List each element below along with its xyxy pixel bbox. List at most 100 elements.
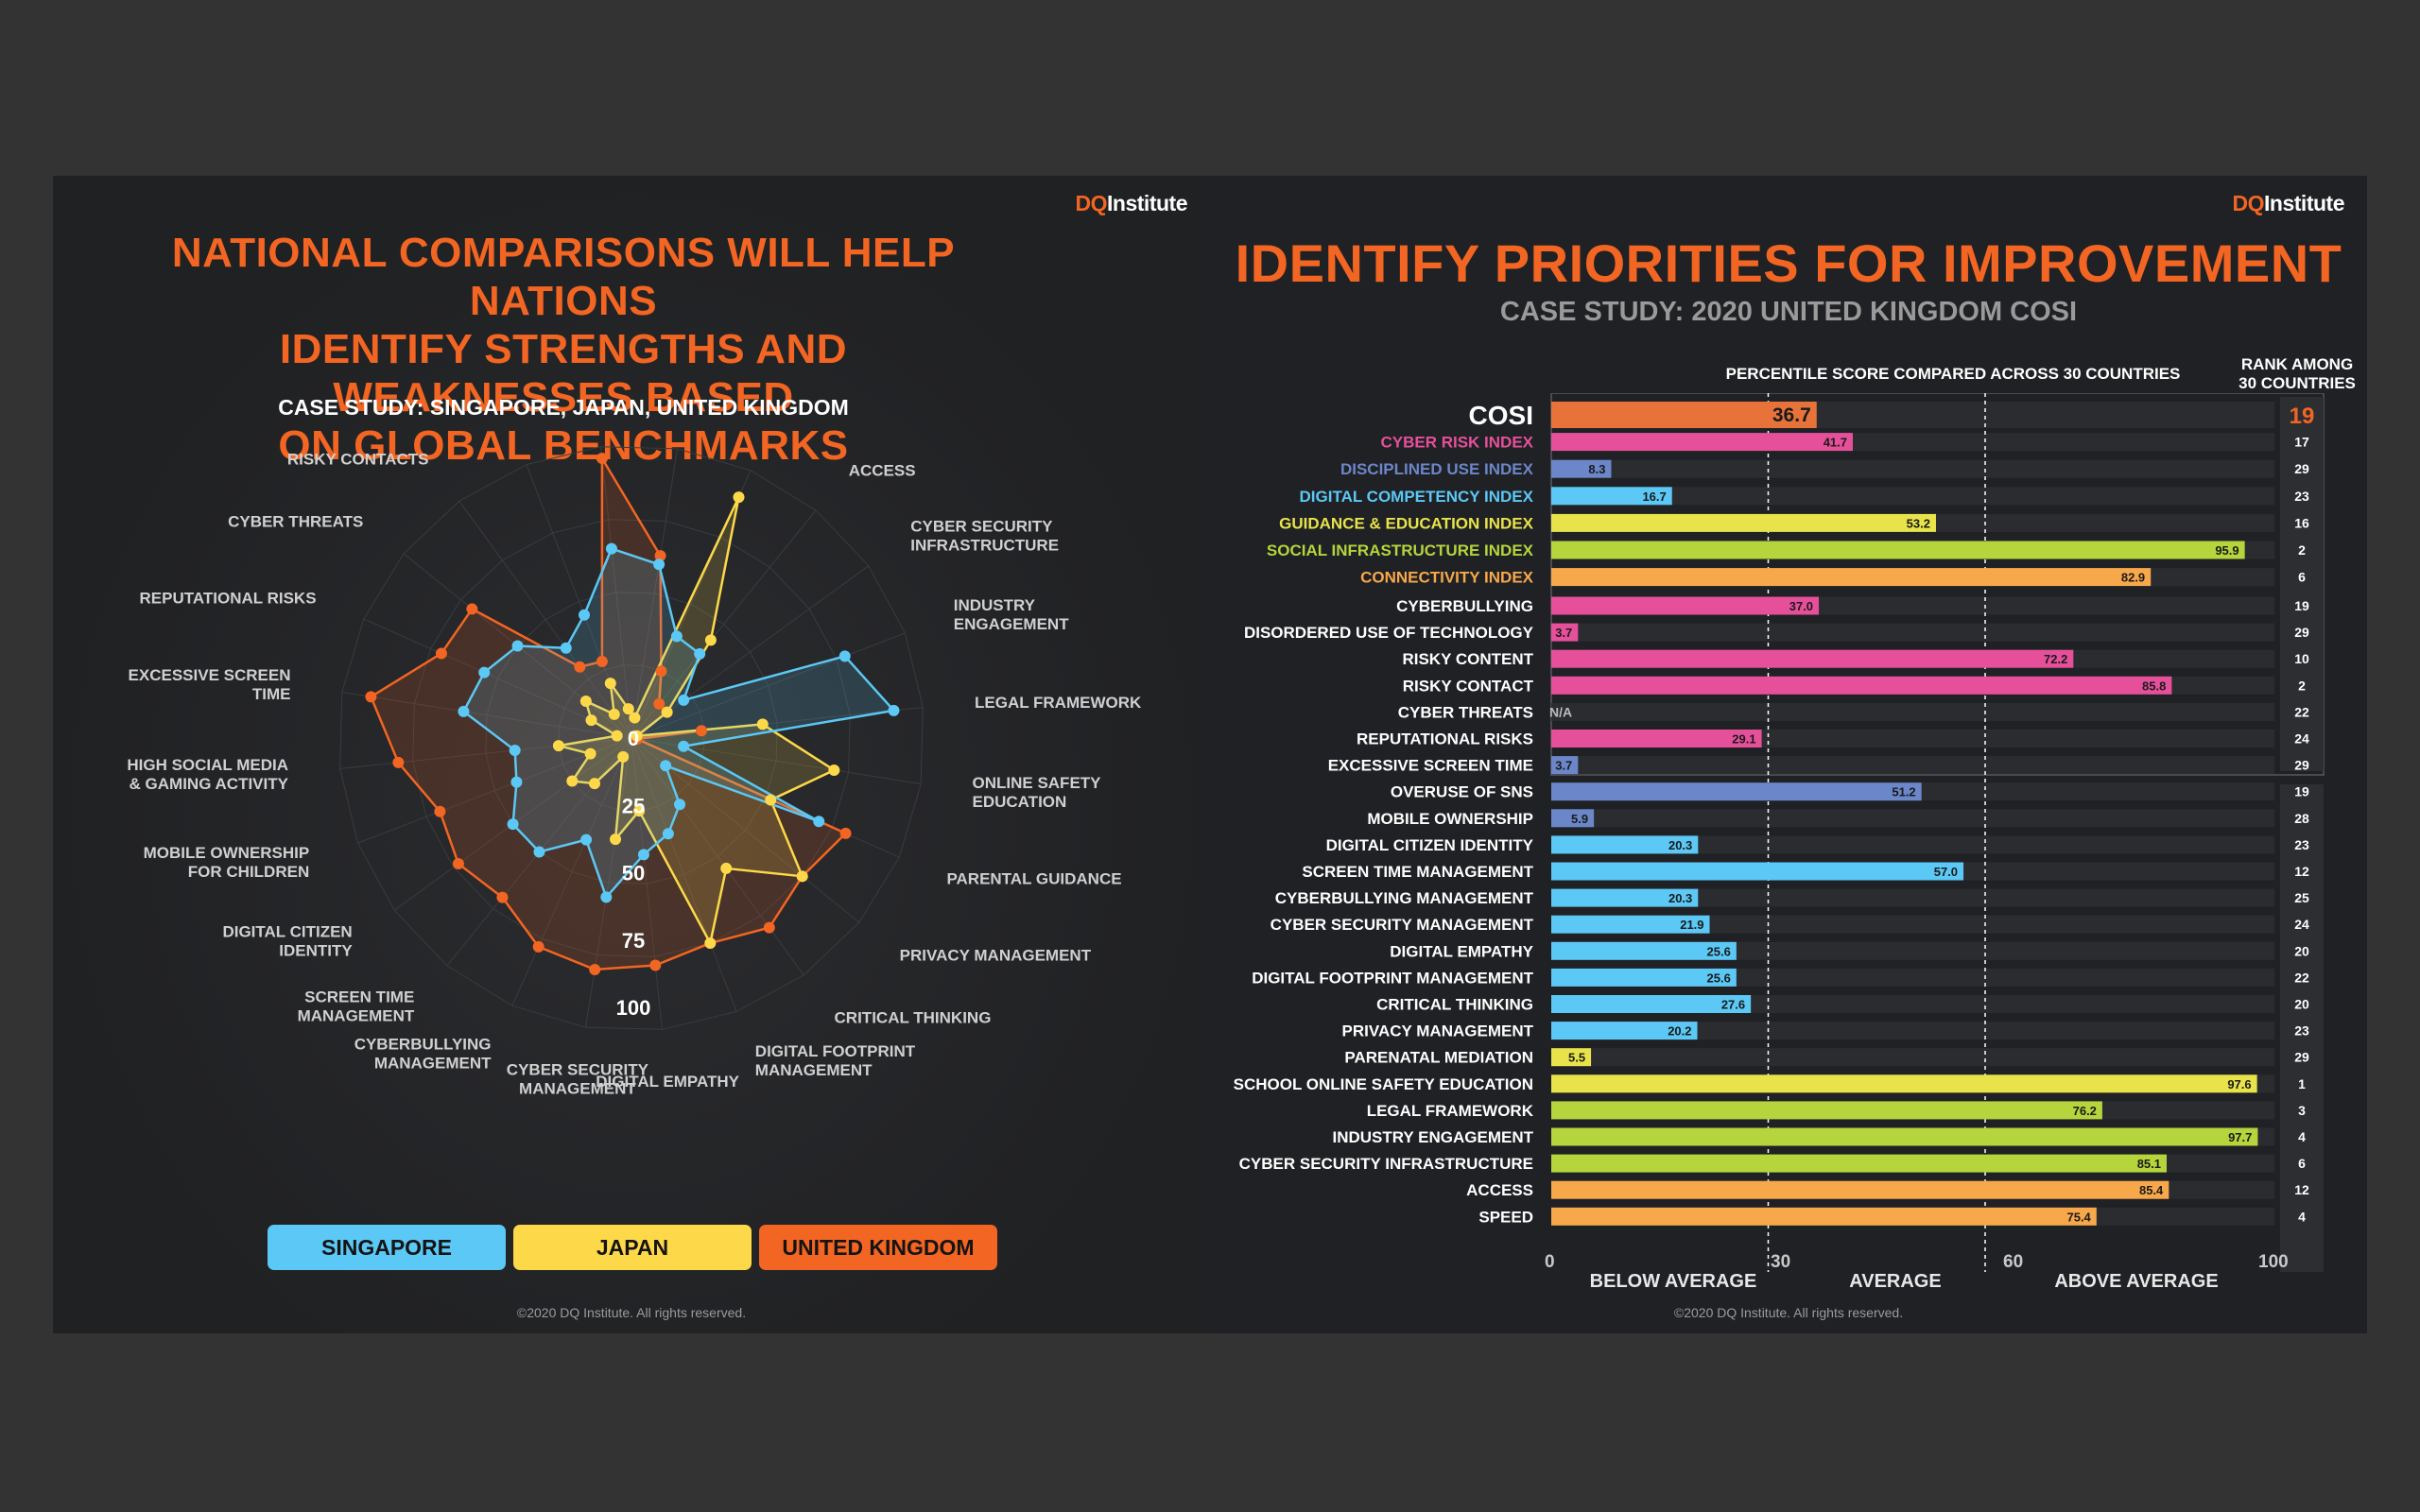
radar-point [637, 849, 649, 861]
bar-value-label: 25.6 [1707, 944, 1731, 958]
bar-value-label: 75.4 [2066, 1210, 2091, 1224]
bar-value-label: 53.2 [1907, 516, 1930, 530]
radar-point [660, 760, 672, 772]
bar-category-label: SPEED [1478, 1208, 1533, 1226]
radar-point [720, 862, 733, 874]
bar-value-label: 95.9 [2215, 543, 2238, 558]
radar-category-label: ONLINE SAFETY EDUCATION [973, 774, 1102, 811]
rank-value: 1 [2298, 1076, 2306, 1091]
radar-category-label: MOBILE OWNERSHIP FOR CHILDREN [144, 844, 310, 881]
radar-category-label-line: CYBERBULLYING [354, 1035, 492, 1053]
radar-point [888, 704, 900, 716]
bar-value-label: 97.7 [2228, 1130, 2252, 1144]
radar-point [622, 703, 634, 715]
bar [1551, 1207, 2097, 1226]
radar-point [796, 870, 808, 883]
rank-column [2280, 784, 2324, 1272]
radar-point [629, 712, 641, 724]
rank-value: 2 [2298, 678, 2306, 693]
bar [1551, 402, 1817, 428]
radar-point [365, 691, 377, 703]
rank-value: 28 [2294, 811, 2309, 826]
bar-value-label: 85.1 [2137, 1157, 2161, 1171]
bar-value-label: 8.3 [1588, 462, 1605, 476]
bar [1551, 487, 1672, 506]
bar-value-label: 57.0 [1934, 865, 1958, 879]
radar-category-label-line: FOR CHILDREN [188, 863, 309, 881]
radar-point [654, 550, 666, 562]
radar-category-label-line: DIGITAL EMPATHY [596, 1073, 739, 1091]
bar-track [1551, 623, 2274, 642]
bar [1551, 1048, 1592, 1067]
bar [1551, 835, 1699, 854]
radar-point [584, 747, 596, 760]
radar-category-label: REPUTATIONAL RISKS [140, 590, 317, 608]
axis-tick-30: 30 [1771, 1252, 1791, 1272]
radar-category-label-line: LEGAL FRAMEWORK [975, 694, 1142, 712]
bar [1551, 1154, 2168, 1173]
axis-tick-100: 100 [2258, 1252, 2289, 1272]
radar-category-label: DIGITAL CITIZEN IDENTITY [222, 923, 353, 960]
rank-value: 19 [2290, 404, 2315, 429]
bar-category-label: SOCIAL INFRASTRUCTURE INDEX [1267, 541, 1534, 559]
radar-category-label: SPEED [771, 431, 826, 433]
radar-point [633, 805, 646, 817]
bar-category-label: MOBILE OWNERSHIP [1367, 810, 1533, 828]
bar [1551, 596, 1820, 615]
radar-point [765, 794, 777, 806]
bar-category-label: REPUTATIONAL RISKS [1357, 730, 1533, 748]
bar [1551, 782, 1922, 801]
bar [1551, 649, 2074, 668]
bar-value-label: 82.9 [2121, 571, 2145, 585]
bar-value-label: 27.6 [1721, 998, 1745, 1012]
radar-category-label-line: INFRASTRUCTURE [910, 536, 1059, 554]
bar-value-label: 20.2 [1668, 1024, 1691, 1039]
copyright: ©2020 DQ Institute. All rights reserved. [516, 1305, 747, 1320]
rank-value: 19 [2294, 784, 2309, 799]
radar-subtitle: CASE STUDY: SINGAPORE, JAPAN, UNITED KIN… [278, 395, 849, 420]
left-slide: DQInstitute NATIONAL COMPARISONS WILL HE… [53, 176, 1210, 1333]
radar-category-label-line: REPUTATIONAL RISKS [140, 590, 317, 608]
radar-point [560, 642, 572, 654]
radar-spoke [526, 464, 632, 739]
bar-track [1551, 702, 2274, 721]
radar-spoke [631, 448, 678, 739]
radar-category-label: DIGITAL EMPATHY [596, 1073, 739, 1091]
radar-tick-label: 0 [628, 727, 639, 750]
bar [1551, 756, 1579, 775]
radar-point [653, 697, 666, 710]
bar-category-label: RISKY CONTACT [1403, 677, 1534, 695]
bar-category-label: LEGAL FRAMEWORK [1367, 1102, 1534, 1120]
radar-point [458, 705, 470, 717]
bar-category-label: EXCESSIVE SCREEN TIME [1328, 757, 1533, 775]
radar-point [579, 695, 592, 707]
radar-point [608, 708, 620, 720]
radar-point [649, 959, 662, 971]
bar [1551, 730, 1762, 747]
radar-point [600, 891, 613, 903]
radar-category-label: RISKY CONTACTS [287, 451, 429, 469]
bar-track [1551, 835, 2274, 854]
radar-category-label-line: MANAGEMENT [755, 1061, 873, 1079]
bar-category-label: ACCESS [1466, 1181, 1533, 1199]
radar-point [661, 706, 673, 718]
radar-point [478, 666, 491, 679]
radar-category-label-line: MOBILE OWNERSHIP [144, 844, 310, 862]
radar-category-label-line: DIGITAL CITIZEN [222, 923, 352, 941]
bar-title: IDENTIFY PRIORITIES FOR IMPROVEMENT [1235, 233, 2342, 293]
radar-category-label: DIGITAL FOOTPRINT MANAGEMENT [755, 1042, 916, 1079]
rank-value: 2 [2298, 542, 2306, 558]
radar-point [631, 730, 643, 742]
radar-point [694, 647, 706, 660]
bar-value-label: 41.7 [1824, 436, 1847, 450]
radar-point [828, 764, 840, 776]
bar-category-label: DISCIPLINED USE INDEX [1340, 460, 1534, 478]
zone-above-average: ABOVE AVERAGE [2054, 1271, 2219, 1292]
bar-track [1551, 459, 2274, 478]
logo-dq: DQ [2232, 191, 2265, 215]
radar-point [604, 678, 616, 690]
radar-point [704, 634, 717, 646]
bar-category-label: PRIVACY MANAGEMENT [1342, 1022, 1534, 1040]
bar-chart: 36.7 COSI 19 41.7 CYBER RISK INDEX 17 8.3 DISCI… [1234, 393, 2325, 1272]
bar [1551, 1127, 2258, 1146]
